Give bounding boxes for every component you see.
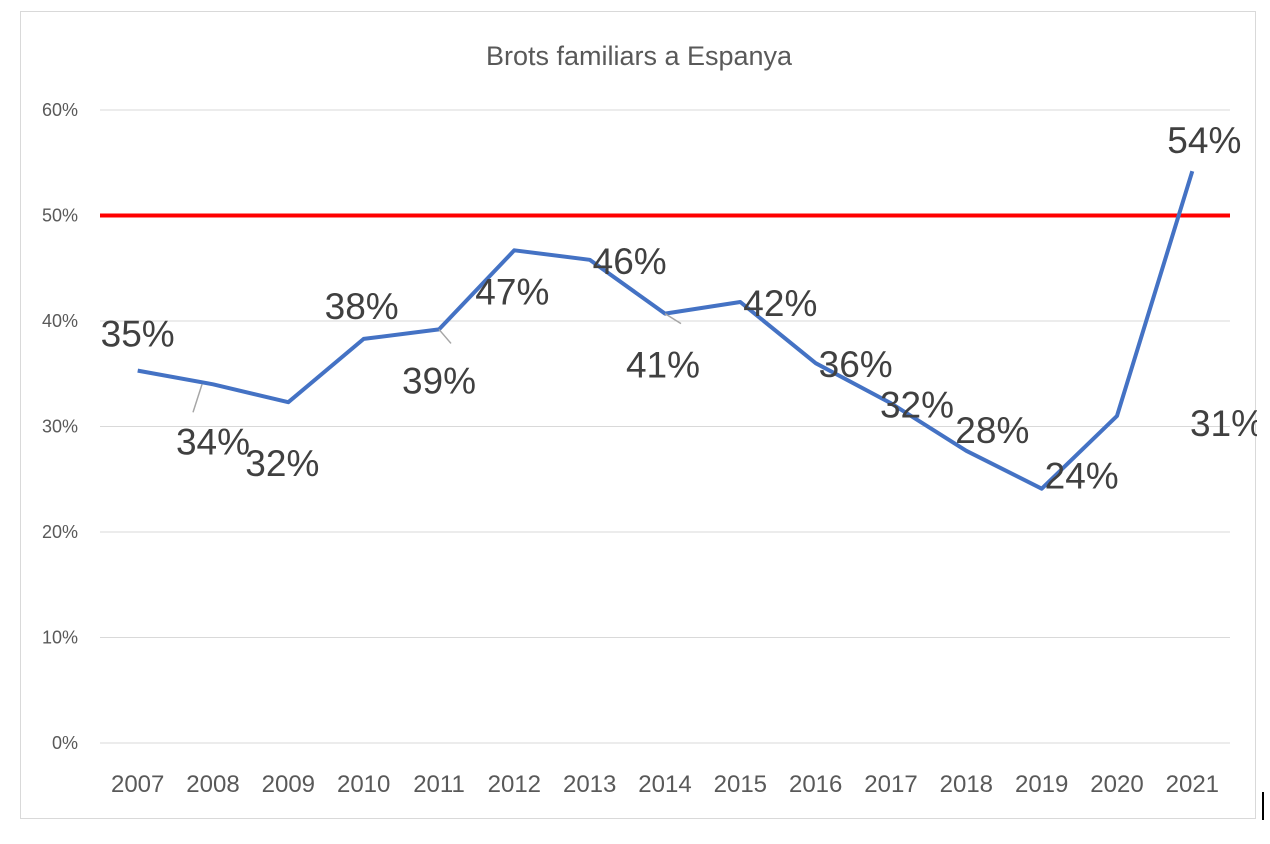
series-layer xyxy=(137,170,1195,491)
data-label: 47% xyxy=(475,271,549,312)
data-label: 32% xyxy=(880,384,954,425)
chart-frame: Brots familiars a Espanya 0% 10% 20% 30% 40%… xyxy=(20,11,1257,819)
data-label: 41% xyxy=(626,345,700,386)
y-tick-label: 20% xyxy=(42,522,78,542)
data-label-leader xyxy=(438,328,452,344)
data-label: 38% xyxy=(325,286,399,327)
y-tick-label: 60% xyxy=(42,100,78,120)
data-label: 36% xyxy=(819,344,893,385)
x-tick-label: 2021 xyxy=(1166,771,1219,798)
data-label: 35% xyxy=(101,314,175,355)
x-tick-label: 2014 xyxy=(638,771,691,798)
chart-title: Brots familiars a Espanya xyxy=(486,41,793,71)
data-label: 34% xyxy=(176,421,250,462)
x-tick-label: 2016 xyxy=(789,771,842,798)
y-tick-label: 0% xyxy=(52,733,78,753)
x-tick-label: 2007 xyxy=(111,771,164,798)
x-tick-label: 2012 xyxy=(488,771,541,798)
y-tick-label: 30% xyxy=(42,417,78,437)
x-tick-label: 2018 xyxy=(940,771,993,798)
x-axis-ticks: 2007 2008 2009 2010 2011 2012 2013 2014 2015 2016… xyxy=(111,771,1219,798)
data-label: 31% xyxy=(1190,403,1257,444)
gridlines xyxy=(100,109,1230,744)
x-tick-label: 2020 xyxy=(1090,771,1143,798)
data-label: 46% xyxy=(593,241,667,282)
data-label: 54% xyxy=(1167,120,1241,161)
data-label-leader xyxy=(192,384,203,413)
data-label: 28% xyxy=(955,410,1029,451)
x-tick-label: 2009 xyxy=(262,771,315,798)
y-axis-ticks: 0% 10% 20% 30% 40% 50% 60% xyxy=(42,100,78,753)
y-tick-label: 10% xyxy=(42,628,78,648)
data-label: 32% xyxy=(245,443,319,484)
data-label-leader xyxy=(664,312,682,325)
y-tick-label: 40% xyxy=(42,311,78,331)
x-tick-label: 2010 xyxy=(337,771,390,798)
x-tick-label: 2013 xyxy=(563,771,616,798)
x-tick-label: 2017 xyxy=(864,771,917,798)
x-tick-label: 2008 xyxy=(186,771,239,798)
data-labels: 35%34%32%38%39%47%46%41%42%36%32%28%24%3… xyxy=(101,120,1257,497)
x-tick-label: 2011 xyxy=(413,771,465,798)
x-tick-label: 2019 xyxy=(1015,771,1068,798)
line-chart: Brots familiars a Espanya 0% 10% 20% 30% 40%… xyxy=(42,41,1257,798)
data-label: 39% xyxy=(402,360,476,401)
x-tick-label: 2015 xyxy=(714,771,767,798)
data-label: 42% xyxy=(743,283,817,324)
edge-mark xyxy=(1262,792,1264,820)
y-tick-label: 50% xyxy=(42,206,78,226)
data-label: 24% xyxy=(1045,456,1119,497)
series-line xyxy=(137,170,1195,491)
